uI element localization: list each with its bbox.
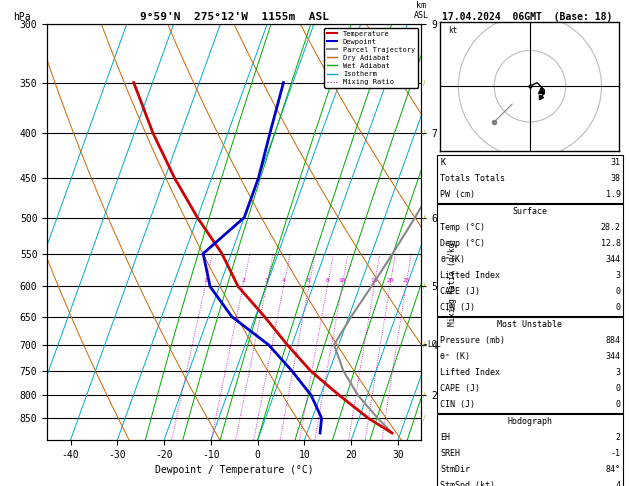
Text: 344: 344 [606,352,621,361]
Text: θᵉ(K): θᵉ(K) [440,255,465,264]
Text: K: K [440,158,445,167]
Text: -1: -1 [611,450,621,458]
Text: CAPE (J): CAPE (J) [440,384,481,393]
Text: θᵉ (K): θᵉ (K) [440,352,470,361]
Text: Surface: Surface [513,207,547,216]
Text: Pressure (mb): Pressure (mb) [440,336,505,345]
Text: 0: 0 [616,287,621,296]
Text: 8: 8 [325,278,329,283]
Text: 16: 16 [370,278,378,283]
Text: Dewp (°C): Dewp (°C) [440,239,486,248]
Text: 1.9: 1.9 [606,190,621,199]
Text: 6: 6 [307,278,311,283]
Text: 2: 2 [241,278,245,283]
Text: 10: 10 [338,278,346,283]
Text: /: / [423,130,425,136]
Text: 0: 0 [616,384,621,393]
Text: LCL: LCL [427,340,441,349]
Text: km
ASL: km ASL [414,1,429,20]
Text: 38: 38 [611,174,621,183]
Text: StmDir: StmDir [440,466,470,474]
Text: /: / [423,415,425,421]
Text: /: / [423,214,425,221]
Text: 28.2: 28.2 [601,223,621,232]
Text: PW (cm): PW (cm) [440,190,476,199]
Text: /: / [423,283,425,290]
Text: 20: 20 [386,278,394,283]
Text: 3: 3 [265,278,269,283]
Text: 2: 2 [616,434,621,442]
Text: 4: 4 [282,278,286,283]
Text: 0: 0 [616,400,621,409]
Text: Temp (°C): Temp (°C) [440,223,486,232]
Text: 3: 3 [616,368,621,377]
X-axis label: Dewpoint / Temperature (°C): Dewpoint / Temperature (°C) [155,465,314,475]
Legend: Temperature, Dewpoint, Parcel Trajectory, Dry Adiabat, Wet Adiabat, Isotherm, Mi: Temperature, Dewpoint, Parcel Trajectory… [324,28,418,88]
Text: StmSpd (kt): StmSpd (kt) [440,482,495,486]
Text: 25: 25 [402,278,409,283]
Text: /: / [423,392,425,399]
Text: 1: 1 [203,278,207,283]
Text: kt: kt [448,26,457,35]
Text: 884: 884 [606,336,621,345]
Text: 344: 344 [606,255,621,264]
Title: 9°59'N  275°12'W  1155m  ASL: 9°59'N 275°12'W 1155m ASL [140,12,329,22]
Text: 4: 4 [616,482,621,486]
Text: Lifted Index: Lifted Index [440,368,500,377]
Text: Mixing Ratio (g/kg): Mixing Ratio (g/kg) [448,238,457,326]
Text: 0: 0 [616,303,621,312]
Text: Hodograph: Hodograph [508,417,552,426]
Text: CIN (J): CIN (J) [440,303,476,312]
Text: hPa: hPa [13,12,31,22]
Text: CAPE (J): CAPE (J) [440,287,481,296]
Text: 84°: 84° [606,466,621,474]
Text: SREH: SREH [440,450,460,458]
Text: 3: 3 [616,271,621,280]
Text: Most Unstable: Most Unstable [498,320,562,329]
Text: /: / [423,342,425,348]
Text: Lifted Index: Lifted Index [440,271,500,280]
Text: 31: 31 [611,158,621,167]
Text: /: / [423,80,425,86]
Text: EH: EH [440,434,450,442]
Text: Totals Totals: Totals Totals [440,174,505,183]
Text: 17.04.2024  06GMT  (Base: 18): 17.04.2024 06GMT (Base: 18) [442,12,612,22]
Text: CIN (J): CIN (J) [440,400,476,409]
Text: 12.8: 12.8 [601,239,621,248]
